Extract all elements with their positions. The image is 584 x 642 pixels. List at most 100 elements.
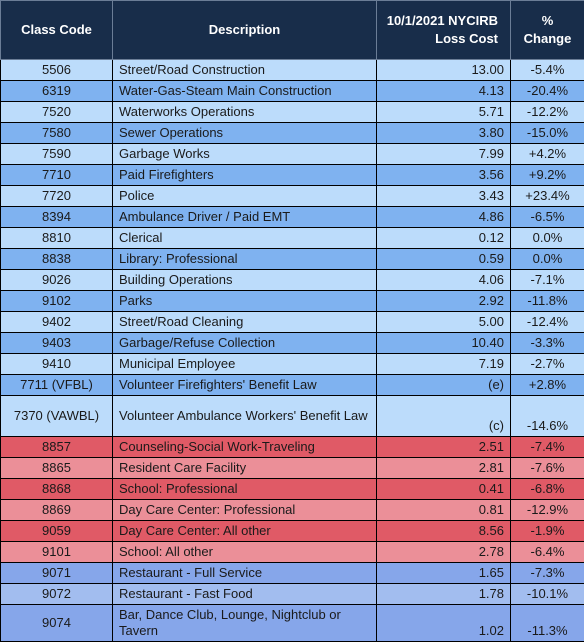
- percent-change: -6.5%: [511, 207, 584, 228]
- description: Restaurant - Full Service: [113, 563, 377, 584]
- class-code: 8868: [1, 479, 113, 500]
- table-row: 7590 Garbage Works 7.99 +4.2%: [1, 144, 584, 165]
- description: Police: [113, 186, 377, 207]
- percent-change: -12.4%: [511, 312, 584, 333]
- class-code: 8394: [1, 207, 113, 228]
- header-class-code: Class Code: [1, 1, 113, 60]
- percent-change: +23.4%: [511, 186, 584, 207]
- table-row: 9072 Restaurant - Fast Food 1.78 -10.1%: [1, 584, 584, 605]
- description: Bar, Dance Club, Lounge, Nightclub or Ta…: [113, 605, 377, 642]
- table-row: 9410 Municipal Employee 7.19 -2.7%: [1, 354, 584, 375]
- loss-cost: 7.99: [377, 144, 511, 165]
- class-code: 8838: [1, 249, 113, 270]
- class-code: 6319: [1, 81, 113, 102]
- loss-cost: 0.81: [377, 500, 511, 521]
- loss-cost: 8.56: [377, 521, 511, 542]
- loss-cost: 10.40: [377, 333, 511, 354]
- table-row: 9071 Restaurant - Full Service 1.65 -7.3…: [1, 563, 584, 584]
- description: Volunteer Firefighters' Benefit Law: [113, 375, 377, 396]
- class-code: 7710: [1, 165, 113, 186]
- table-row: 7710 Paid Firefighters 3.56 +9.2%: [1, 165, 584, 186]
- loss-cost: 2.81: [377, 458, 511, 479]
- class-code: 8869: [1, 500, 113, 521]
- description: Paid Firefighters: [113, 165, 377, 186]
- loss-cost: 1.02: [377, 605, 511, 642]
- percent-change: -6.4%: [511, 542, 584, 563]
- percent-change: -20.4%: [511, 81, 584, 102]
- loss-cost: 5.00: [377, 312, 511, 333]
- loss-cost: 13.00: [377, 60, 511, 81]
- class-code: 9059: [1, 521, 113, 542]
- class-code: 9410: [1, 354, 113, 375]
- loss-cost: 3.56: [377, 165, 511, 186]
- class-code: 9072: [1, 584, 113, 605]
- loss-cost: 1.78: [377, 584, 511, 605]
- table-row: 7580 Sewer Operations 3.80 -15.0%: [1, 123, 584, 144]
- description: Day Care Center: All other: [113, 521, 377, 542]
- percent-change: -11.3%: [511, 605, 584, 642]
- loss-cost: 1.65: [377, 563, 511, 584]
- description: Sewer Operations: [113, 123, 377, 144]
- loss-cost: 5.71: [377, 102, 511, 123]
- percent-change: -7.3%: [511, 563, 584, 584]
- table-row: 9102 Parks 2.92 -11.8%: [1, 291, 584, 312]
- percent-change: -15.0%: [511, 123, 584, 144]
- class-code: 5506: [1, 60, 113, 81]
- percent-change: -11.8%: [511, 291, 584, 312]
- loss-cost: 4.86: [377, 207, 511, 228]
- description: Resident Care Facility: [113, 458, 377, 479]
- class-code: 8810: [1, 228, 113, 249]
- header-description: Description: [113, 1, 377, 60]
- percent-change: -2.7%: [511, 354, 584, 375]
- table-row: 9403 Garbage/Refuse Collection 10.40 -3.…: [1, 333, 584, 354]
- description: Garbage Works: [113, 144, 377, 165]
- percent-change: -10.1%: [511, 584, 584, 605]
- description: Waterworks Operations: [113, 102, 377, 123]
- description: Clerical: [113, 228, 377, 249]
- loss-cost: 2.78: [377, 542, 511, 563]
- percent-change: -5.4%: [511, 60, 584, 81]
- class-code: 7370 (VAWBL): [1, 396, 113, 437]
- table-row: 9026 Building Operations 4.06 -7.1%: [1, 270, 584, 291]
- description: Counseling-Social Work-Traveling: [113, 437, 377, 458]
- loss-cost: 4.06: [377, 270, 511, 291]
- percent-change: -7.1%: [511, 270, 584, 291]
- loss-cost: 0.59: [377, 249, 511, 270]
- class-code: 7520: [1, 102, 113, 123]
- percent-change: -12.2%: [511, 102, 584, 123]
- loss-cost: (c): [377, 396, 511, 437]
- description: Garbage/Refuse Collection: [113, 333, 377, 354]
- loss-cost: 7.19: [377, 354, 511, 375]
- class-code: 9403: [1, 333, 113, 354]
- table-row: 5506 Street/Road Construction 13.00 -5.4…: [1, 60, 584, 81]
- loss-cost: 3.80: [377, 123, 511, 144]
- class-code: 9402: [1, 312, 113, 333]
- table-row: 7711 (VFBL) Volunteer Firefighters' Bene…: [1, 375, 584, 396]
- table-row: 9402 Street/Road Cleaning 5.00 -12.4%: [1, 312, 584, 333]
- loss-cost: 4.13: [377, 81, 511, 102]
- percent-change: -3.3%: [511, 333, 584, 354]
- description: School: All other: [113, 542, 377, 563]
- loss-cost: 0.41: [377, 479, 511, 500]
- description: Building Operations: [113, 270, 377, 291]
- percent-change: +4.2%: [511, 144, 584, 165]
- description: Ambulance Driver / Paid EMT: [113, 207, 377, 228]
- class-code: 7711 (VFBL): [1, 375, 113, 396]
- table-row: 9059 Day Care Center: All other 8.56 -1.…: [1, 521, 584, 542]
- description: Street/Road Construction: [113, 60, 377, 81]
- percent-change: 0.0%: [511, 249, 584, 270]
- table-row: 8869 Day Care Center: Professional 0.81 …: [1, 500, 584, 521]
- loss-cost: 2.51: [377, 437, 511, 458]
- percent-change: 0.0%: [511, 228, 584, 249]
- description: Parks: [113, 291, 377, 312]
- table-row: 8857 Counseling-Social Work-Traveling 2.…: [1, 437, 584, 458]
- class-code: 7720: [1, 186, 113, 207]
- class-code: 9101: [1, 542, 113, 563]
- percent-change: -1.9%: [511, 521, 584, 542]
- percent-change: +9.2%: [511, 165, 584, 186]
- percent-change: -12.9%: [511, 500, 584, 521]
- percent-change: -7.6%: [511, 458, 584, 479]
- table-row: 8810 Clerical 0.12 0.0%: [1, 228, 584, 249]
- description: Day Care Center: Professional: [113, 500, 377, 521]
